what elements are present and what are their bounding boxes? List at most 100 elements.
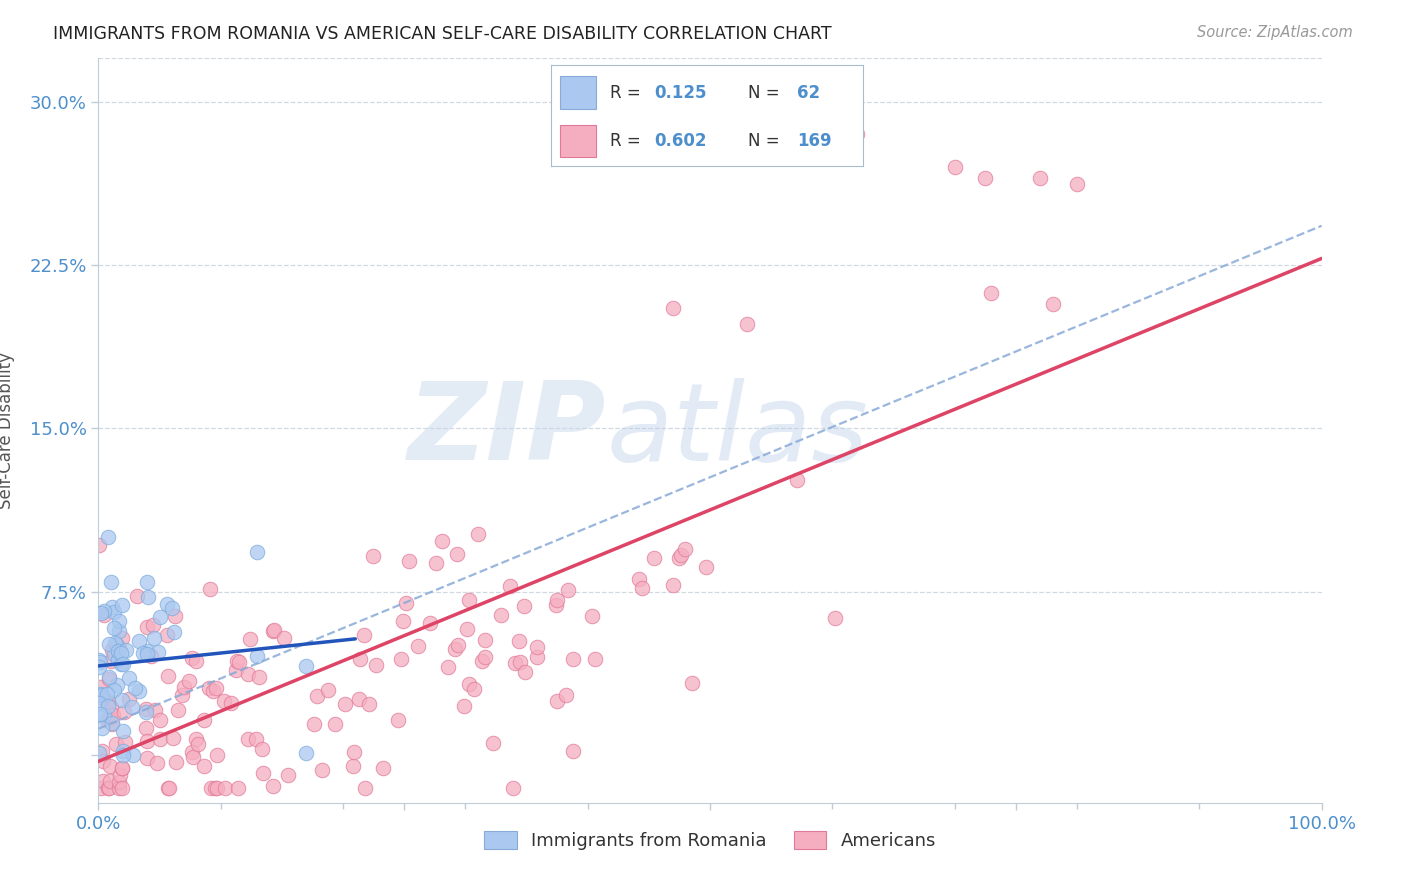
Point xyxy=(110,657,132,671)
Point xyxy=(980,286,1002,301)
Point xyxy=(97,530,120,544)
Point xyxy=(389,652,412,666)
Point xyxy=(502,780,524,795)
Point xyxy=(101,716,124,731)
Point xyxy=(184,731,207,746)
Point xyxy=(262,779,284,793)
Point xyxy=(89,655,111,669)
Point xyxy=(669,548,692,562)
Point xyxy=(149,731,172,746)
Point xyxy=(117,671,139,685)
Point xyxy=(142,618,165,632)
Point xyxy=(97,699,120,714)
Point xyxy=(482,736,505,750)
Point xyxy=(252,766,274,780)
Point xyxy=(325,717,347,731)
Point xyxy=(180,745,202,759)
Point xyxy=(447,639,470,653)
Point xyxy=(121,747,143,762)
Point xyxy=(87,653,110,667)
Point xyxy=(183,749,205,764)
Point xyxy=(111,744,134,758)
Point xyxy=(136,734,159,748)
Point xyxy=(177,674,200,689)
Point xyxy=(561,652,583,666)
Point xyxy=(668,550,690,565)
Point xyxy=(419,615,441,630)
Point xyxy=(349,692,371,706)
Point xyxy=(117,691,139,706)
Point xyxy=(107,644,129,658)
Point xyxy=(557,582,579,597)
Point xyxy=(526,640,548,655)
Point xyxy=(100,575,122,590)
Point xyxy=(225,654,247,668)
Point xyxy=(458,593,481,607)
Point xyxy=(943,160,966,174)
Point xyxy=(205,681,228,695)
Point xyxy=(128,683,150,698)
Point xyxy=(662,301,685,316)
Point xyxy=(437,660,460,674)
Point xyxy=(98,774,121,789)
Point xyxy=(105,677,128,691)
Point xyxy=(132,646,155,660)
Point xyxy=(103,621,125,635)
Point xyxy=(662,578,685,592)
Point xyxy=(156,597,179,611)
Point xyxy=(100,715,122,730)
Point xyxy=(110,646,132,660)
Point xyxy=(97,780,120,795)
Point xyxy=(546,598,568,612)
Point xyxy=(149,610,172,624)
Point xyxy=(135,721,157,735)
Point xyxy=(128,634,150,648)
Point xyxy=(193,713,215,727)
Point xyxy=(111,631,134,645)
Point xyxy=(93,608,115,623)
Point xyxy=(526,650,548,665)
Point xyxy=(262,624,284,638)
Point xyxy=(87,696,110,710)
Point xyxy=(100,700,122,714)
Point xyxy=(273,631,295,645)
Point xyxy=(354,780,377,795)
Point xyxy=(90,687,112,701)
Point xyxy=(105,638,128,652)
Point xyxy=(302,716,325,731)
Point xyxy=(467,527,489,541)
Point xyxy=(100,654,122,668)
Point xyxy=(156,628,179,642)
Point xyxy=(108,775,131,789)
Point xyxy=(474,632,496,647)
Point xyxy=(93,604,115,618)
Point xyxy=(89,780,111,795)
Point xyxy=(111,657,134,671)
Point xyxy=(373,761,395,775)
Point xyxy=(295,658,318,673)
Point xyxy=(1042,297,1064,311)
Point xyxy=(107,624,129,639)
Point xyxy=(111,761,134,775)
Point xyxy=(108,641,131,656)
Point xyxy=(205,780,228,795)
Point xyxy=(98,672,121,686)
Point xyxy=(149,713,172,727)
Point xyxy=(583,652,606,666)
Point xyxy=(245,731,267,746)
Point xyxy=(311,764,333,778)
Point xyxy=(90,688,112,702)
Point xyxy=(546,593,568,607)
Point xyxy=(93,707,115,722)
Point xyxy=(546,694,568,708)
Point xyxy=(162,731,184,746)
Point xyxy=(135,705,157,719)
Point xyxy=(165,755,187,769)
Point xyxy=(98,712,121,726)
Point xyxy=(695,559,717,574)
Point xyxy=(204,780,226,795)
Point xyxy=(263,624,285,638)
Point xyxy=(247,670,270,684)
Point xyxy=(453,699,475,714)
Point xyxy=(392,614,415,628)
